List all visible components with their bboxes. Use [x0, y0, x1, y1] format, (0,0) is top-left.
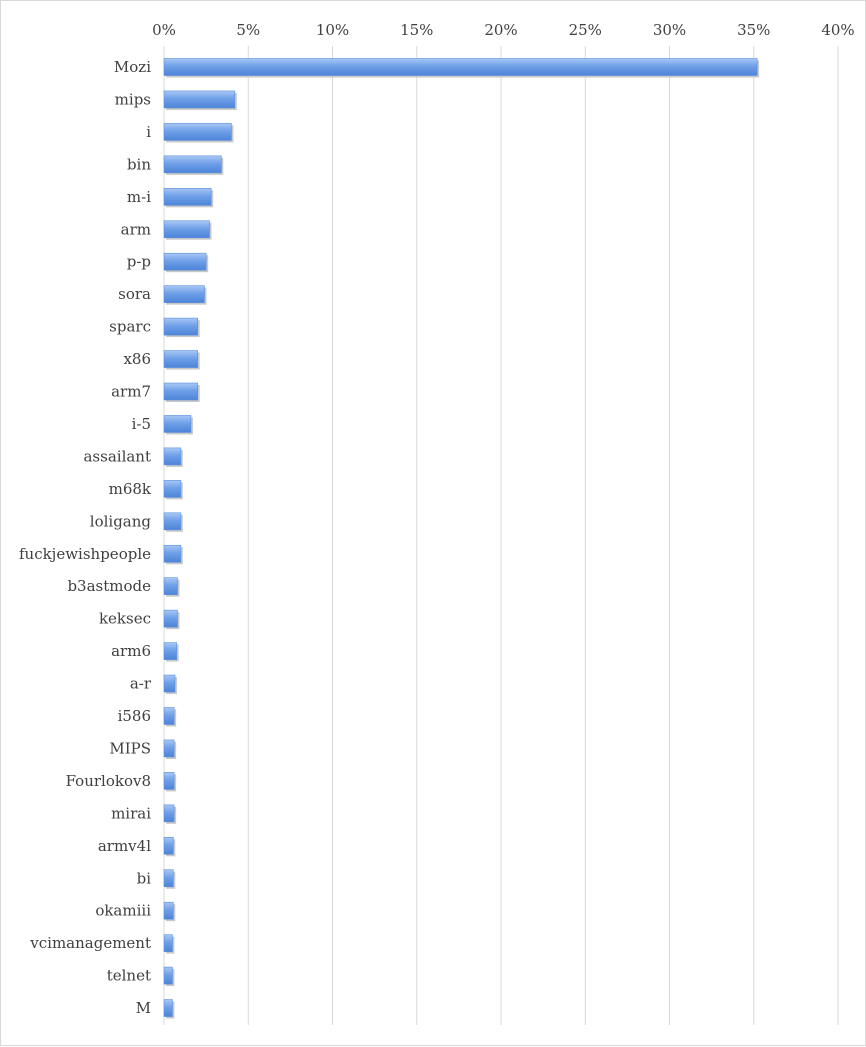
category-label: i	[146, 123, 151, 141]
bar	[163, 772, 175, 790]
x-tick-label: 15%	[400, 21, 433, 39]
category-label: a-r	[130, 675, 152, 693]
bar	[163, 577, 178, 596]
x-tick-label: 10%	[316, 21, 349, 39]
bar	[163, 869, 174, 888]
x-tick-label: 0%	[152, 21, 176, 39]
category-label: mirai	[111, 804, 151, 822]
bar	[163, 220, 210, 239]
bar	[163, 739, 175, 758]
category-label: Mozi	[114, 58, 151, 76]
bar	[163, 252, 207, 271]
bar	[163, 544, 182, 563]
category-label: bin	[127, 155, 151, 173]
category-label: p-p	[127, 253, 151, 271]
category-label: bi	[137, 869, 152, 887]
category-label: MIPS	[109, 739, 151, 757]
bar	[163, 707, 175, 725]
bar	[163, 966, 173, 985]
category-label: arm6	[111, 642, 151, 660]
bar	[163, 836, 174, 855]
category-label: fuckjewishpeople	[19, 545, 151, 563]
bar	[163, 285, 205, 303]
bar	[163, 447, 182, 466]
x-tick-label: 40%	[821, 21, 854, 39]
category-label: loligang	[90, 512, 152, 530]
category-label: vcimanagement	[29, 934, 151, 952]
category-label: i586	[118, 707, 151, 725]
category-label: assailant	[83, 447, 151, 465]
category-label: m68k	[109, 480, 152, 498]
bar	[163, 642, 177, 660]
category-label: arm	[121, 220, 151, 238]
category-labels: Mozi mips i bin m-i arm p-p sora sparc x86 arm7 i-5…	[19, 58, 152, 1017]
bar	[163, 480, 182, 498]
category-label: keksec	[99, 610, 151, 628]
category-label: m-i	[127, 188, 151, 206]
category-label: sparc	[109, 318, 151, 336]
category-label: okamiii	[95, 902, 151, 920]
x-tick-label: 30%	[653, 21, 686, 39]
bar	[163, 999, 173, 1017]
category-label: sora	[118, 285, 151, 303]
category-label: b3astmode	[67, 577, 151, 595]
category-label: M	[136, 999, 151, 1017]
bar	[163, 58, 758, 76]
bar	[163, 155, 222, 174]
bar	[163, 188, 212, 206]
category-label: x86	[123, 350, 151, 368]
gridlines	[163, 46, 839, 1025]
bar	[163, 934, 173, 952]
category-label: telnet	[107, 967, 151, 985]
bar	[163, 609, 178, 628]
bar	[163, 901, 174, 920]
bar	[163, 90, 236, 109]
category-label: i-5	[132, 415, 151, 433]
bar	[163, 804, 175, 823]
bar	[163, 415, 192, 433]
x-tick-label: 25%	[569, 21, 602, 39]
bar	[163, 317, 199, 336]
bar	[163, 512, 182, 531]
bar	[163, 123, 232, 141]
x-axis-tick-labels: 0% 5% 10% 15% 20% 25% 30% 35% 40%	[152, 21, 855, 39]
category-label: Fourlokov8	[66, 772, 151, 790]
bar	[163, 382, 199, 401]
bar	[163, 350, 199, 368]
x-tick-label: 5%	[236, 21, 260, 39]
x-tick-label: 20%	[484, 21, 517, 39]
category-label: mips	[115, 90, 151, 108]
bars	[163, 58, 760, 1019]
category-label: armv4l	[98, 837, 151, 855]
x-tick-label: 35%	[737, 21, 770, 39]
bar	[163, 674, 176, 693]
category-label: arm7	[111, 383, 151, 401]
